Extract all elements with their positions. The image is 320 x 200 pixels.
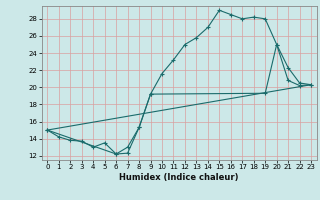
X-axis label: Humidex (Indice chaleur): Humidex (Indice chaleur) bbox=[119, 173, 239, 182]
